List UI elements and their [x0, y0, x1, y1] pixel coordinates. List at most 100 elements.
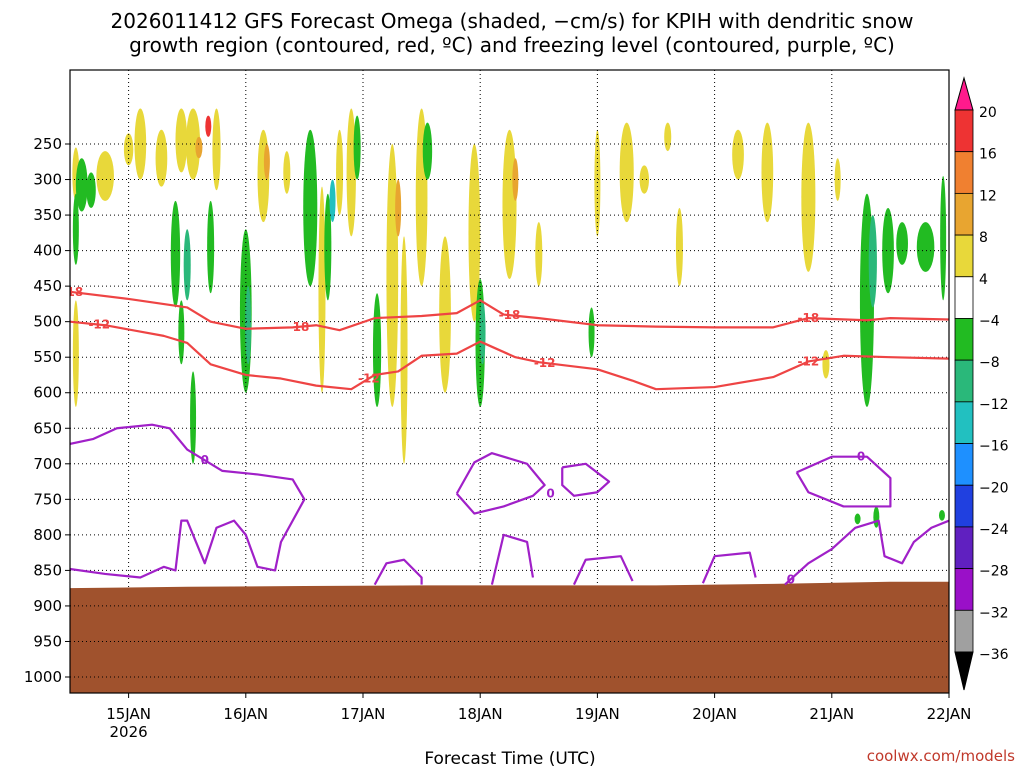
omega-cell-54 [834, 158, 841, 201]
omega-cell-16 [183, 229, 191, 301]
omega-cell-22 [263, 144, 270, 180]
x-tick-label-20JAN: 20JAN [692, 705, 737, 723]
x-tick-label-19JAN: 19JAN [575, 705, 620, 723]
contour-label-0b-0: 0 [546, 487, 554, 501]
colorbar-tick-6: −8 [979, 355, 1000, 371]
omega-cell-30 [353, 115, 361, 180]
colorbar-bottom-arrow [954, 651, 974, 691]
omega-cell-1 [72, 193, 79, 265]
omega-cell-53 [822, 350, 830, 379]
colorbar-segment-13 [954, 609, 974, 653]
colorbar-segment-8 [954, 401, 974, 444]
contour-label--12-1: -12 [358, 372, 380, 386]
contour-0b [455, 452, 546, 515]
y-tick-label-950: 950 [33, 632, 62, 650]
x-tick-sublabel: 2026 [110, 723, 148, 741]
omega-cell-51 [761, 122, 774, 223]
x-tick-label-16JAN: 16JAN [223, 705, 268, 723]
plot-frame [69, 69, 950, 694]
credit-text: coolwx.com/models [867, 747, 1015, 765]
colorbar-segment-11 [954, 526, 974, 570]
omega-cell-62 [854, 513, 861, 525]
omega-cell-14 [170, 200, 181, 308]
colorbar-segment-7 [954, 359, 974, 403]
omega-cell-5 [96, 151, 114, 201]
omega-cell-32 [386, 144, 399, 407]
omega-cell-42 [512, 158, 519, 201]
omega-cell-58 [896, 222, 908, 265]
omega-cell-50 [732, 129, 744, 180]
omega-cell-27 [329, 179, 336, 223]
x-tick-label-15JAN: 15JAN [106, 705, 151, 723]
x-tick-label-21JAN: 21JAN [809, 705, 854, 723]
colorbar-top-arrow [954, 76, 974, 111]
contour--12 [70, 320, 949, 391]
omega-cell-44 [594, 129, 601, 237]
x-tick-label-17JAN: 17JAN [341, 705, 386, 723]
omega-cell-8 [155, 129, 168, 187]
colorbar-segment-3 [954, 192, 974, 236]
omega-cell-49 [664, 122, 672, 152]
colorbar-tick-2: 12 [979, 188, 997, 204]
colorbar-segment-4 [954, 234, 974, 278]
omega-cell-4 [86, 172, 96, 208]
omega-cell-23 [283, 151, 291, 194]
contour-layer: -18 -18 -18 -18 -12 -12 -12 -12 0 0 0 0 [62, 285, 949, 586]
y-tick-label-650: 650 [33, 419, 62, 437]
y-tick-label-300: 300 [33, 171, 62, 189]
y-tick-label-250: 250 [33, 135, 62, 153]
omega-cell-7 [134, 108, 147, 180]
colorbar-tick-8: −16 [979, 439, 1009, 455]
y-tick-label-900: 900 [33, 597, 62, 615]
omega-cell-37 [422, 122, 433, 180]
omega-cell-6 [123, 133, 134, 166]
colorbar-tick-3: 8 [979, 230, 988, 246]
omega-cell-59 [916, 222, 935, 272]
omega-cell-47 [639, 165, 649, 194]
colorbar-segment-12 [954, 568, 974, 611]
omega-cell-15 [178, 300, 185, 365]
y-tick-label-850: 850 [33, 561, 62, 579]
omega-cell-40 [479, 300, 486, 365]
omega-cell-19 [245, 286, 252, 365]
contour-0i [784, 519, 949, 586]
omega-cell-3 [75, 158, 88, 212]
omega-cell-25 [318, 186, 326, 393]
y-tick-label-400: 400 [33, 242, 62, 260]
terrain-layer [70, 581, 949, 693]
colorbar-segment-2 [954, 151, 974, 194]
y-tick-label-450: 450 [33, 277, 62, 295]
omega-cell-13 [212, 108, 221, 191]
omega-cell-31 [372, 293, 382, 407]
omega-cell-33 [395, 179, 402, 237]
colorbar-tick-0: 20 [979, 105, 997, 121]
omega-cell-2 [72, 300, 79, 407]
y-tick-label-550: 550 [33, 348, 62, 366]
omega-cell-46 [619, 122, 634, 223]
contour-0e [373, 558, 423, 586]
contour-label--18-0: -18 [62, 285, 84, 299]
omega-cell-43 [535, 222, 543, 287]
omega-cell-63 [938, 509, 945, 521]
colorbar: 20 16 12 8 4 −4 −8 −12 −16 −20 −24 −28 −32 −36 [954, 76, 1009, 691]
colorbar-segment-9 [954, 443, 974, 486]
omega-cell-48 [675, 207, 683, 287]
omega-cell-60 [940, 175, 947, 301]
omega-cell-41 [502, 129, 517, 280]
colorbar-tick-1: 16 [979, 147, 997, 163]
x-axis-label: Forecast Time (UTC) [424, 749, 595, 768]
contour-label--12-2: -12 [534, 356, 556, 370]
contour-label-0d-0: 0 [857, 450, 865, 464]
colorbar-tick-12: −32 [979, 605, 1009, 621]
y-axis: 250 300 350 400 450 500 550 600 650 700 750 800 850 9… [24, 135, 70, 686]
omega-cell-17 [190, 371, 197, 464]
colorbar-tick-11: −28 [979, 564, 1009, 580]
omega-cell-28 [336, 129, 344, 216]
colorbar-tick-13: −36 [979, 647, 1009, 663]
contour-label--12-3: -12 [798, 354, 820, 368]
omega-cell-9 [175, 108, 188, 173]
contour-label-0i-0: 0 [787, 572, 795, 586]
omega-cell-56 [868, 215, 877, 308]
